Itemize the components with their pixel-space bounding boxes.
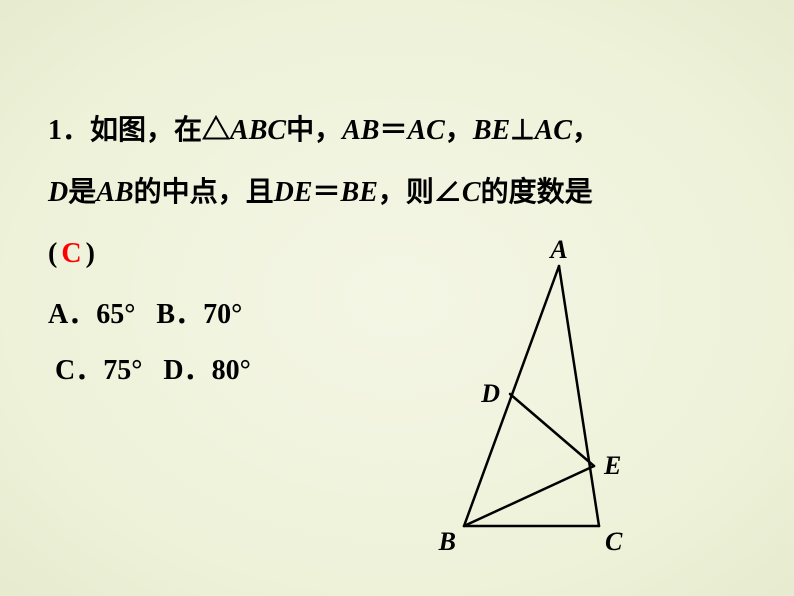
question-number: 1． (48, 115, 90, 146)
svg-text:E: E (603, 451, 621, 480)
svg-text:A: A (548, 236, 567, 264)
option-d: D．80° (163, 355, 250, 386)
question-line-2: D是AB的中点，且DE＝BE，则∠C的度数是 (48, 162, 748, 224)
slide: 1．如图，在△ABC中，AB＝AC，BE⊥AC， D是AB的中点，且DE＝BE，… (0, 0, 794, 596)
triangle-svg: A B C D E (424, 236, 654, 556)
option-b: B．70° (156, 299, 242, 330)
option-c: C．75° (55, 355, 142, 386)
svg-text:C: C (605, 527, 623, 556)
correct-answer: C (57, 238, 85, 269)
option-a: A．65° (48, 299, 135, 330)
svg-text:B: B (438, 527, 456, 556)
triangle-figure: A B C D E (424, 236, 654, 556)
svg-text:D: D (480, 379, 500, 408)
question-line-1: 1．如图，在△ABC中，AB＝AC，BE⊥AC， (48, 100, 748, 162)
